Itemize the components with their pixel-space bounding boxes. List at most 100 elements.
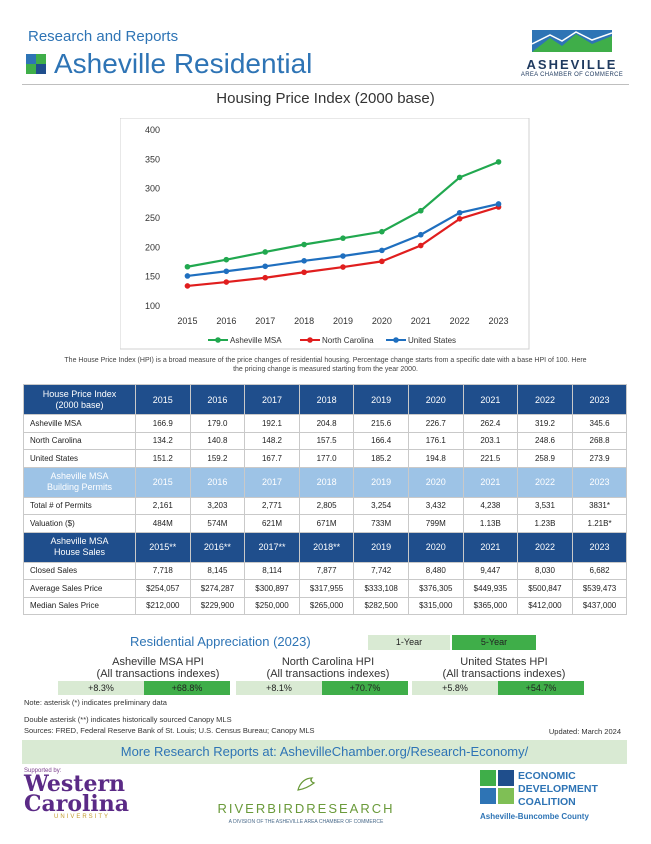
year-header: 2015**	[135, 531, 191, 563]
appreciation-group: Asheville MSA HPI (All transactions index…	[70, 656, 246, 680]
hpi-line-chart: 100 150 200 250 300 350 400 2015 2016 2017 2018 201…	[120, 118, 530, 350]
legend-label: Asheville MSA	[230, 336, 282, 345]
table-row: United States 151.2 159.2 167.7 177.0 185.2 19…	[23, 449, 628, 468]
legend-one-year: 1-Year	[368, 635, 450, 650]
edc-line-3: COALITION	[518, 796, 576, 808]
one-year-value: +5.8%	[412, 681, 498, 695]
x-tick-label: 2023	[489, 316, 509, 326]
table-row: Asheville MSA 166.9 179.0 192.1 204.8 215.6 22…	[23, 414, 628, 433]
data-point	[456, 216, 463, 222]
year-header: 2018	[298, 466, 355, 498]
five-year-value: +70.7%	[322, 681, 408, 695]
legend-label: United States	[408, 336, 456, 345]
chart-title: Housing Price Index (2000 base)	[216, 90, 435, 107]
edc-line-1: ECONOMIC	[518, 770, 576, 782]
table-cell: 203.1	[462, 431, 519, 450]
table-cell: $500,847	[517, 579, 573, 598]
year-header: 2022	[517, 384, 573, 415]
legend-label: North Carolina	[322, 336, 374, 345]
y-tick-label: 200	[145, 242, 160, 252]
table-row: Closed Sales 7,718 8,145 8,114 7,877 7,742 8,4…	[23, 561, 628, 580]
table-cell: 7,718	[135, 561, 191, 580]
table-cell: 7,877	[298, 561, 355, 580]
table-cell: 176.1	[407, 431, 464, 450]
year-header: 2019	[353, 466, 409, 498]
x-tick-label: 2020	[372, 316, 392, 326]
appreciation-group-title: North Carolina HPI	[281, 656, 375, 668]
table-cell: $229,900	[189, 596, 246, 615]
table-cell: 194.8	[407, 449, 464, 468]
table-cell: 3,531	[517, 496, 573, 515]
data-point	[379, 228, 385, 235]
table-cell: 166.9	[135, 414, 191, 433]
five-year-value: +54.7%	[498, 681, 584, 695]
table-cell: $333,108	[353, 579, 409, 598]
table-cell: 8,480	[407, 561, 464, 580]
data-point	[340, 264, 346, 270]
table-cell: $437,000	[571, 596, 628, 615]
data-point	[262, 249, 269, 255]
table-section-header: Asheville MSA House Sales 2015** 2016** 2017…	[23, 531, 628, 563]
appreciation-values: +8.1% +70.7%	[236, 681, 408, 695]
table-cell: 221.5	[462, 449, 519, 468]
section-label-line1: Asheville MSA	[50, 536, 109, 546]
five-year-value: +68.8%	[144, 681, 230, 695]
legend-five-year: 5-Year	[452, 635, 536, 650]
table-cell: 268.8	[571, 431, 628, 450]
table-cell: 140.8	[189, 431, 246, 450]
table-cell: 258.9	[517, 449, 573, 468]
table-cell: 2,805	[298, 496, 355, 515]
table-cell: 134.2	[135, 431, 191, 450]
year-header: 2018**	[298, 531, 355, 563]
table-cell: 3831*	[571, 496, 628, 515]
table-cell: 177.0	[298, 449, 355, 468]
research-banner[interactable]: More Research Reports at: AshevilleChamb…	[22, 740, 627, 764]
table-row: Total # of Permits 2,161 3,203 2,771 2,805 3,…	[23, 496, 628, 515]
table-cell: 621M	[244, 514, 300, 533]
year-header: 2023	[571, 384, 628, 415]
table-cell: $412,000	[517, 596, 573, 615]
row-label: Total # of Permits	[23, 496, 136, 515]
legend-swatch-dot	[215, 337, 221, 343]
riverbird-logo: RIVERBIRDRESEARCH A DIVISION OF THE ASHE…	[206, 772, 406, 825]
wcu-word-carolina: Carolina	[24, 791, 129, 817]
data-point	[184, 283, 191, 289]
table-cell: $282,500	[353, 596, 409, 615]
appreciation-group-title: Asheville MSA HPI	[112, 656, 204, 668]
table-cell: 8,030	[517, 561, 573, 580]
year-header: 2022	[517, 466, 573, 498]
y-tick-label: 300	[145, 184, 160, 194]
data-point	[417, 242, 424, 249]
header-divider	[22, 84, 629, 85]
table-cell: 248.6	[517, 431, 573, 450]
row-label: Median Sales Price	[23, 596, 136, 615]
riverbird-subtitle: A DIVISION OF THE ASHEVILLE AREA CHAMBER…	[228, 819, 384, 825]
x-tick-label: 2016	[216, 316, 236, 326]
table-row: North Carolina 134.2 140.8 148.2 157.5 166.4 1…	[23, 431, 628, 450]
table-cell: 319.2	[517, 414, 573, 433]
data-point	[495, 201, 502, 207]
appreciation-group-subtitle: (All transactions indexes)	[266, 668, 390, 680]
year-header: 2021	[462, 466, 519, 498]
table-cell: 2,771	[244, 496, 300, 515]
legend-swatch-dot	[307, 337, 313, 343]
year-header: 2020	[407, 384, 464, 415]
year-header: 2020	[407, 466, 464, 498]
table-cell: 574M	[189, 514, 246, 533]
table-cell: $254,057	[135, 579, 191, 598]
table-row: Average Sales Price $254,057 $274,287 $300,…	[23, 579, 628, 598]
table-cell: 4,238	[462, 496, 519, 515]
table-cell: 3,254	[353, 496, 409, 515]
row-label: Asheville MSA	[23, 414, 136, 433]
year-header: 2017**	[244, 531, 300, 563]
table-row: Median Sales Price $212,000 $229,900 $250,0…	[23, 596, 628, 615]
housing-data-table: House Price Index (2000 base) 2015 2016 2017…	[23, 384, 628, 615]
table-cell: 179.0	[189, 414, 246, 433]
data-point	[379, 258, 385, 265]
x-tick-label: 2021	[411, 316, 431, 326]
table-cell: 192.1	[244, 414, 300, 433]
x-tick-label: 2019	[333, 316, 353, 326]
section-label-line2: Building Permits	[46, 482, 113, 492]
year-header: 2021	[462, 531, 519, 563]
mountains-icon	[531, 30, 613, 52]
